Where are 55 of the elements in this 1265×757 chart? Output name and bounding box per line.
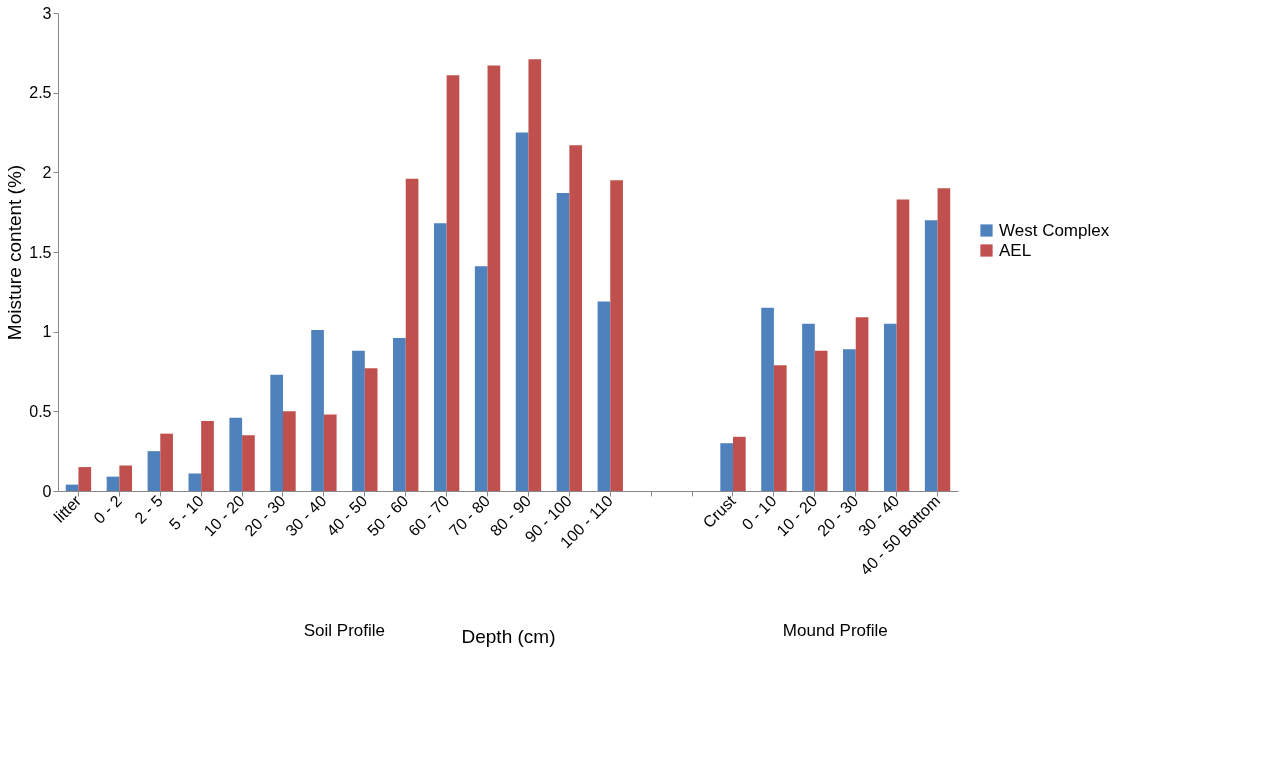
bar bbox=[352, 350, 365, 491]
x-tick-label: 2 - 5 bbox=[131, 492, 166, 527]
x-tick-label: litter bbox=[50, 491, 85, 526]
bar bbox=[433, 223, 447, 491]
y-tick-label: 2 bbox=[42, 163, 52, 181]
y-tick-label: 3 bbox=[42, 4, 52, 22]
bar bbox=[106, 476, 120, 491]
bar bbox=[761, 307, 774, 491]
x-tick-label: 0 - 2 bbox=[90, 492, 126, 527]
y-tick-label: 2.5 bbox=[29, 84, 52, 102]
bar bbox=[814, 350, 828, 491]
bar bbox=[487, 65, 501, 491]
y-tick-label: 1 bbox=[42, 323, 52, 341]
y-tick-label: 0.5 bbox=[29, 402, 52, 420]
bar bbox=[528, 59, 542, 491]
bar bbox=[597, 301, 611, 491]
bar bbox=[364, 368, 378, 491]
bar bbox=[201, 420, 214, 491]
bar bbox=[242, 435, 255, 491]
bar bbox=[283, 411, 296, 491]
bar bbox=[733, 436, 746, 491]
bar bbox=[855, 317, 869, 491]
bar bbox=[610, 180, 623, 491]
bar bbox=[78, 467, 92, 491]
y-tick-label: 1.5 bbox=[29, 243, 52, 261]
bar bbox=[323, 414, 337, 491]
bar bbox=[924, 220, 938, 491]
bar bbox=[569, 145, 583, 491]
legend-label: West Complex bbox=[999, 220, 1110, 240]
bar bbox=[270, 374, 283, 491]
bar bbox=[474, 266, 488, 491]
legend-label: AEL bbox=[999, 240, 1032, 260]
bar bbox=[446, 75, 460, 491]
bar bbox=[883, 323, 897, 491]
bar bbox=[147, 451, 161, 491]
text: Mound Profile bbox=[782, 621, 888, 640]
bar bbox=[843, 349, 856, 491]
bar bbox=[188, 473, 202, 491]
bar bbox=[556, 193, 570, 491]
bar bbox=[773, 365, 787, 491]
bar bbox=[802, 323, 815, 491]
bar bbox=[229, 417, 243, 491]
bar bbox=[720, 443, 733, 491]
bar bbox=[515, 132, 529, 491]
bar bbox=[896, 199, 910, 491]
bar bbox=[119, 465, 133, 491]
y-axis-title: Moisture content (%) bbox=[4, 164, 26, 341]
bar bbox=[311, 330, 324, 491]
bar bbox=[393, 338, 406, 491]
bar bbox=[160, 433, 173, 491]
y-tick-label: 0 bbox=[42, 482, 52, 500]
bar bbox=[937, 188, 951, 491]
text: Soil Profile bbox=[303, 621, 385, 640]
x-axis-title: Depth (cm) bbox=[461, 626, 556, 648]
bar bbox=[405, 178, 419, 491]
